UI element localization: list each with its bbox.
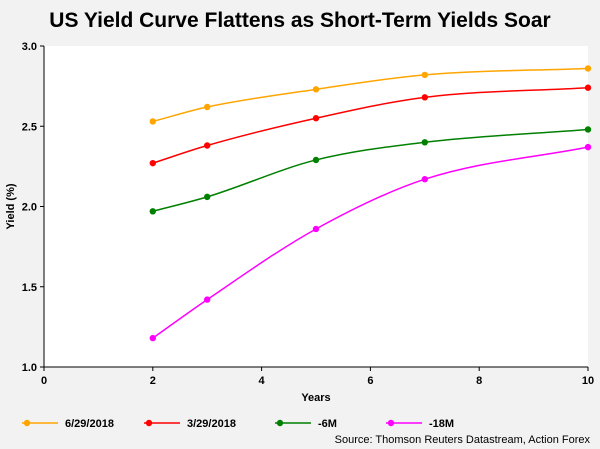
data-point (204, 193, 211, 201)
legend-item: -18M (386, 418, 454, 430)
data-point (149, 159, 156, 167)
legend-label: 3/29/2018 (187, 418, 236, 430)
data-point (149, 118, 156, 125)
y-tick-label: 3.0 (22, 41, 37, 53)
legend-label: -6M (318, 418, 337, 430)
x-tick-label: 8 (476, 375, 482, 387)
data-point (204, 142, 211, 149)
legend: 6/29/2018 3/29/2018 -6M -18M (22, 418, 454, 430)
data-point (204, 103, 211, 111)
y-tick-label: 1.0 (22, 362, 37, 374)
data-point (421, 139, 428, 146)
x-tick-label: 10 (582, 375, 594, 387)
source-note: Source: Thomson Reuters Datastream, Acti… (335, 434, 591, 446)
data-point (312, 156, 320, 164)
series-line (152, 86, 589, 164)
data-point (204, 296, 211, 303)
legend-label: -18M (429, 418, 454, 430)
legend-marker (387, 419, 395, 427)
data-point (421, 94, 428, 101)
x-axis-label: Years (301, 392, 330, 404)
y-tick-label: 2.0 (22, 202, 37, 214)
legend-item: 6/29/2018 (22, 418, 114, 430)
x-tick-label: 4 (259, 375, 266, 387)
y-axis-label: Yield (%) (5, 183, 17, 229)
data-point (421, 176, 428, 183)
series-line (152, 146, 589, 339)
legend-item: 3/29/2018 (144, 418, 236, 430)
plot-area (44, 46, 588, 367)
y-tick-label: 1.5 (22, 282, 37, 294)
data-point (584, 143, 592, 151)
series-line (152, 128, 589, 213)
data-point (149, 208, 156, 215)
data-point (584, 65, 592, 72)
series-1 (149, 84, 592, 167)
data-point (312, 115, 320, 122)
series-3 (149, 143, 592, 342)
series-layer (149, 65, 592, 342)
legend-marker (23, 419, 31, 427)
x-tick-label: 6 (367, 375, 373, 387)
series-2 (149, 126, 592, 215)
data-point (584, 126, 592, 133)
series-line (152, 67, 589, 123)
y-tick-label: 2.5 (22, 121, 37, 133)
data-point (421, 71, 428, 79)
data-point (312, 225, 320, 233)
axes: 1.0 1.5 2.0 2.5 3.0 0 2 4 6 8 10 (22, 41, 594, 387)
legend-marker (145, 419, 153, 427)
series-0 (149, 65, 592, 125)
data-point (312, 86, 320, 93)
legend-label: 6/29/2018 (65, 418, 114, 430)
chart-title: US Yield Curve Flattens as Short-Term Yi… (49, 9, 550, 32)
data-point (149, 334, 156, 342)
legend-marker (276, 419, 284, 427)
data-point (584, 84, 592, 91)
x-tick-label: 2 (150, 375, 156, 387)
x-tick-label: 0 (41, 375, 47, 387)
legend-item: -6M (275, 418, 337, 430)
